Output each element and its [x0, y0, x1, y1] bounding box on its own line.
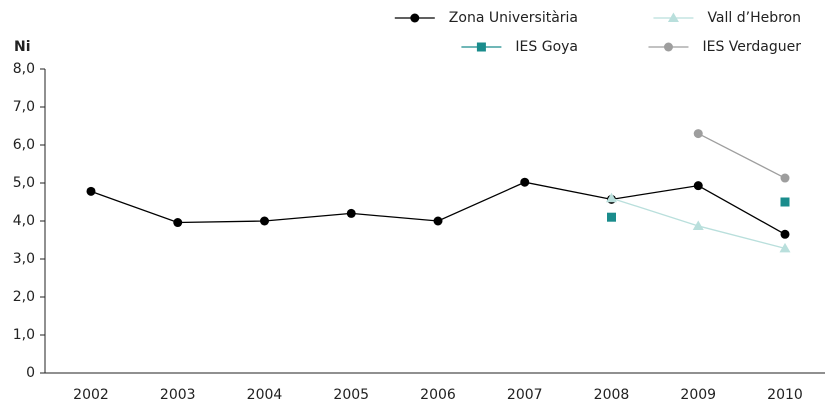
series-line	[697, 133, 786, 179]
x-tick-label: 2010	[767, 387, 803, 403]
marker	[663, 42, 673, 52]
marker	[607, 212, 616, 222]
x-tick-label: 2004	[247, 387, 283, 403]
y-tick-label: 2,0	[13, 289, 35, 305]
legend-label: Zona Universitària	[449, 10, 578, 26]
x-tick-label: 2003	[160, 387, 196, 403]
y-tick-label: 1,0	[13, 327, 35, 343]
y-tick-label: 3,0	[13, 251, 35, 267]
x-tick-label: 2006	[420, 387, 456, 403]
marker	[520, 177, 530, 187]
x-tick-label: 2008	[594, 387, 630, 403]
marker	[173, 218, 183, 228]
y-tick-label: 0	[26, 365, 35, 381]
marker	[667, 12, 679, 22]
marker	[780, 197, 790, 207]
y-tick-label: 5,0	[13, 175, 35, 191]
y-tick-label: 8,0	[13, 61, 35, 77]
marker	[606, 192, 617, 203]
y-tick-label: 6,0	[13, 137, 35, 153]
marker	[780, 229, 790, 239]
legend-label: IES Verdaguer	[702, 39, 801, 55]
marker	[410, 13, 420, 23]
x-tick-label: 2005	[333, 387, 369, 403]
marker	[779, 242, 791, 253]
y-axis-label: Ni	[14, 39, 31, 55]
marker	[260, 216, 269, 226]
y-tick-label: 4,0	[13, 213, 35, 229]
y-tick-label: 7,0	[13, 99, 35, 115]
x-tick-label: 2002	[73, 387, 109, 403]
legend-label: IES Goya	[515, 39, 578, 55]
legend-label: Vall d’Hebron	[707, 10, 801, 26]
marker	[346, 208, 356, 218]
x-tick-label: 2009	[680, 387, 716, 403]
marker	[476, 42, 486, 52]
marker	[693, 129, 703, 139]
marker	[693, 181, 703, 191]
marker	[780, 173, 790, 183]
marker	[86, 186, 96, 196]
x-tick-label: 2007	[507, 387, 543, 403]
series-line	[90, 181, 786, 235]
marker	[692, 220, 704, 230]
marker	[433, 216, 443, 226]
